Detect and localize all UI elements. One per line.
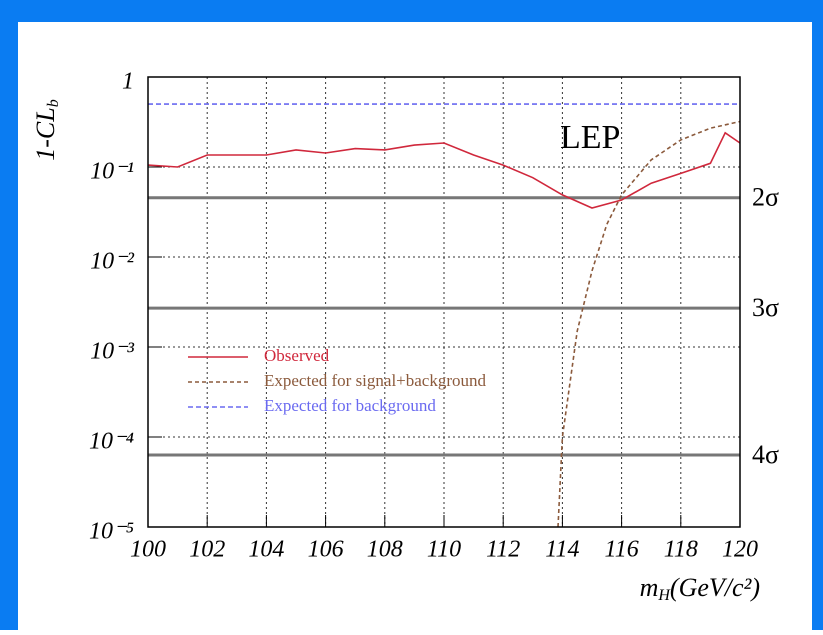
y-label-main: 1-CL bbox=[31, 107, 60, 160]
x-tick-label: 102 bbox=[189, 537, 225, 563]
legend-label: Expected for signal+background bbox=[264, 371, 487, 390]
x-tick-label: 108 bbox=[367, 537, 403, 563]
legend-label: Expected for background bbox=[264, 396, 436, 415]
sigma-label: 3σ bbox=[752, 293, 779, 322]
frame-background bbox=[18, 22, 812, 630]
x-axis-label: mH(GeV/c²) bbox=[640, 573, 760, 604]
y-tick-label: 10⁻¹ bbox=[90, 159, 134, 185]
x-tick-label: 112 bbox=[486, 537, 520, 563]
x-label-rest: (GeV/c²) bbox=[670, 573, 760, 602]
annotation: LEP bbox=[560, 119, 620, 156]
x-tick-label: 106 bbox=[308, 537, 344, 563]
x-tick-label: 114 bbox=[545, 537, 579, 563]
sigma-label: 4σ bbox=[752, 440, 779, 469]
plot-frame bbox=[147, 76, 741, 528]
x-tick-label: 116 bbox=[604, 537, 638, 563]
sigma-label: 2σ bbox=[752, 183, 779, 212]
y-tick-label: 1 bbox=[122, 69, 134, 95]
y-tick-label: 10⁻⁴ bbox=[89, 429, 134, 455]
x-tick-label: 110 bbox=[427, 537, 461, 563]
x-label-main: m bbox=[640, 573, 659, 602]
x-tick-label: 104 bbox=[248, 537, 284, 563]
y-tick-label: 10⁻³ bbox=[90, 339, 135, 365]
y-axis-label: 1-CLb bbox=[31, 99, 62, 160]
series-line bbox=[147, 131, 741, 209]
x-label-sub: H bbox=[657, 587, 671, 604]
x-tick-label: 120 bbox=[722, 537, 758, 563]
legend-label: Observed bbox=[264, 346, 330, 365]
x-tick-label: 100 bbox=[130, 537, 166, 563]
series-line bbox=[557, 120, 741, 528]
y-tick-label: 10⁻² bbox=[90, 249, 135, 275]
x-tick-label: 118 bbox=[664, 537, 698, 563]
y-tick-label: 10⁻⁵ bbox=[89, 519, 134, 545]
y-label-sub: b bbox=[45, 99, 62, 107]
